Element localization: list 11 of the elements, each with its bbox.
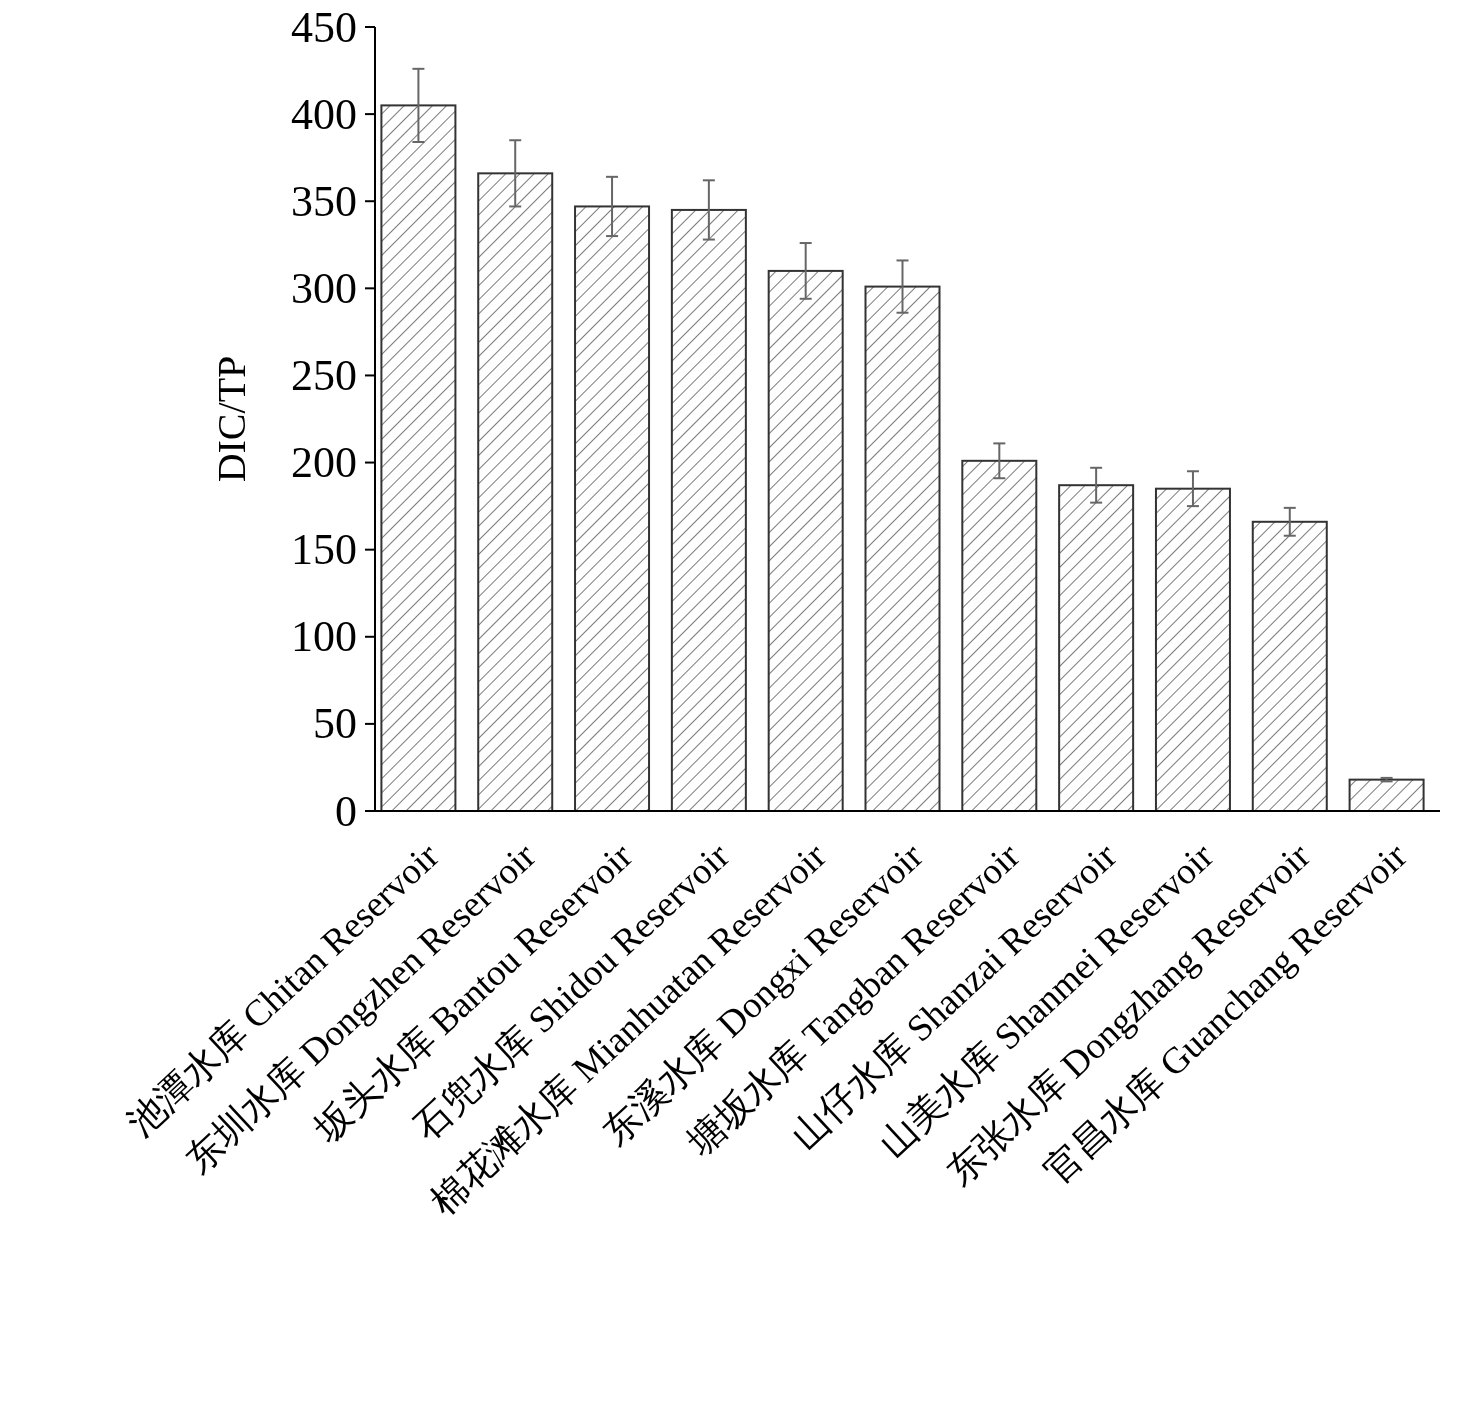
y-tick-label: 150 bbox=[291, 525, 357, 575]
y-tick-label: 200 bbox=[291, 438, 357, 488]
y-tick-label: 100 bbox=[291, 612, 357, 662]
y-tick-label: 450 bbox=[291, 2, 357, 52]
y-tick-label: 0 bbox=[335, 786, 357, 836]
y-tick-label: 400 bbox=[291, 89, 357, 139]
y-tick-label: 300 bbox=[291, 263, 357, 313]
y-tick-label: 350 bbox=[291, 176, 357, 226]
y-axis-title: DIC/TP bbox=[209, 355, 254, 483]
y-tick-label: 50 bbox=[313, 699, 357, 749]
y-tick-label: 250 bbox=[291, 350, 357, 400]
